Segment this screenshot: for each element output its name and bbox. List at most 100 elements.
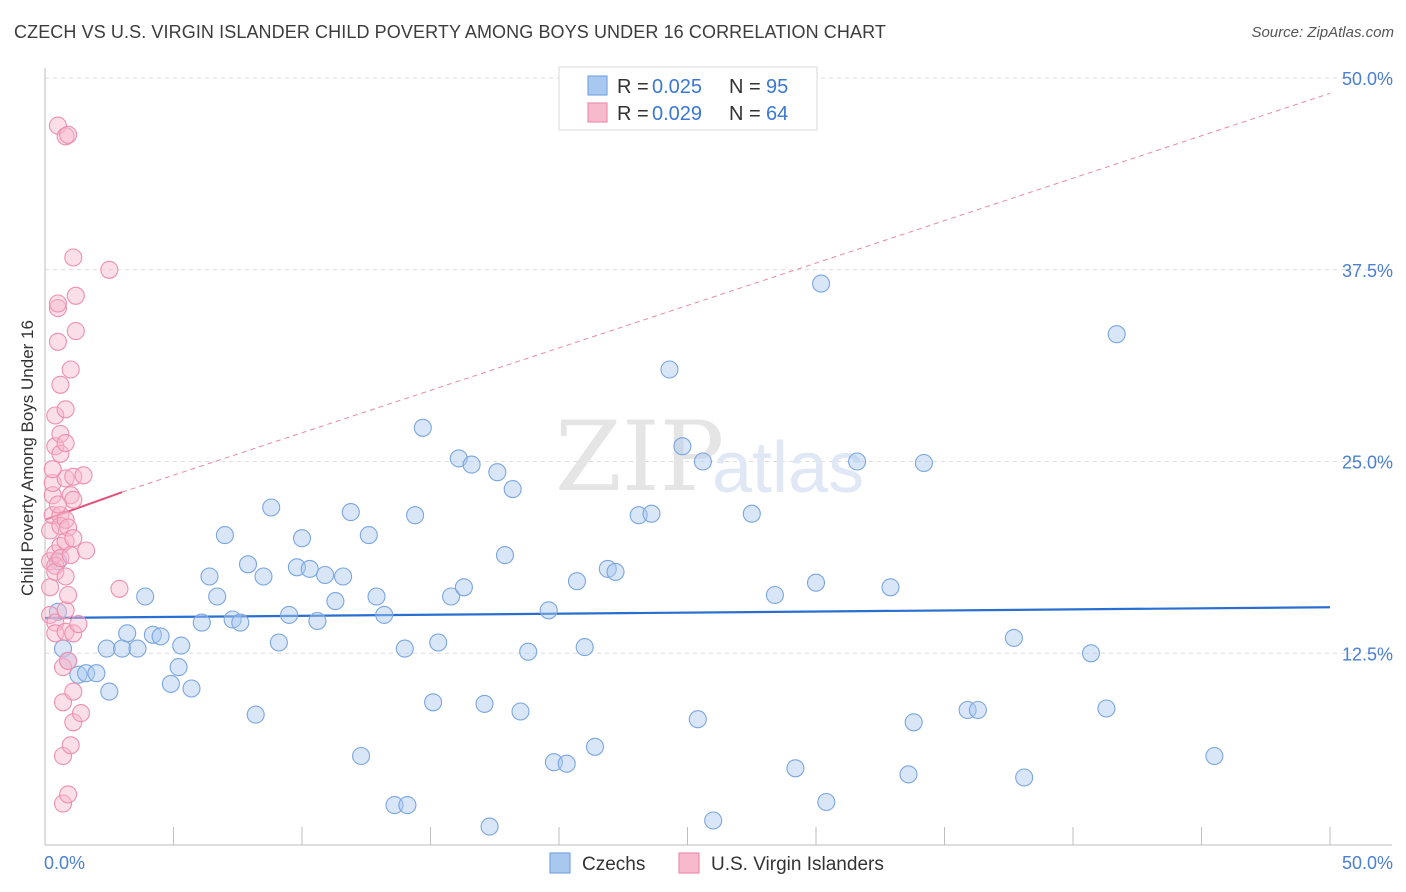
point-czechs-25 bbox=[238, 555, 258, 574]
point-czechs-14 bbox=[151, 627, 170, 646]
trend-lines bbox=[44, 92, 1331, 620]
point-virgin-islanders-47 bbox=[64, 248, 83, 267]
point-virgin-islanders-31 bbox=[56, 567, 75, 586]
legend-r-label-virgin-islanders: R = bbox=[617, 103, 649, 125]
point-virgin-islanders-42 bbox=[59, 785, 78, 804]
point-virgin-islanders-28 bbox=[53, 794, 73, 813]
legend-r-value-czechs: 0.025 bbox=[652, 76, 702, 98]
point-czechs-84 bbox=[899, 765, 918, 784]
point-virgin-islanders-62 bbox=[43, 460, 62, 479]
point-czechs-4 bbox=[69, 665, 88, 684]
point-czechs-81 bbox=[817, 792, 836, 812]
point-czechs-45 bbox=[398, 796, 417, 815]
point-czechs-79 bbox=[806, 573, 826, 592]
point-czechs-16 bbox=[169, 658, 188, 677]
point-czechs-27 bbox=[254, 567, 273, 586]
legend: R = 0.025 N = 95 R = 0.029 N = 64 bbox=[558, 66, 818, 131]
point-czechs-91 bbox=[1081, 644, 1101, 663]
point-virgin-islanders-63 bbox=[48, 495, 67, 514]
point-czechs-39 bbox=[352, 746, 371, 766]
point-czechs-22 bbox=[215, 526, 234, 545]
point-czechs-46 bbox=[406, 506, 425, 525]
point-czechs-34 bbox=[308, 611, 327, 631]
point-czechs-17 bbox=[172, 636, 191, 655]
point-czechs-58 bbox=[503, 480, 522, 499]
point-czechs-33 bbox=[300, 559, 319, 578]
point-czechs-9 bbox=[113, 639, 132, 658]
point-czechs-5 bbox=[77, 664, 96, 683]
point-czechs-7 bbox=[100, 682, 119, 701]
point-czechs-76 bbox=[742, 504, 761, 523]
point-czechs-49 bbox=[429, 633, 448, 652]
point-czechs-21 bbox=[208, 587, 227, 606]
point-virgin-islanders-39 bbox=[59, 518, 78, 537]
point-czechs-54 bbox=[475, 694, 494, 713]
point-czechs-82 bbox=[848, 452, 867, 471]
point-czechs-70 bbox=[642, 504, 661, 523]
point-virgin-islanders-35 bbox=[56, 434, 75, 453]
x-tick-label-1: 50.0% bbox=[1342, 853, 1393, 873]
bottom-legend-label-czechs: Czechs bbox=[582, 854, 645, 875]
point-czechs-86 bbox=[914, 453, 933, 473]
point-czechs-24 bbox=[231, 613, 250, 632]
point-czechs-29 bbox=[269, 633, 288, 652]
point-czechs-35 bbox=[316, 565, 335, 585]
point-virgin-islanders-43 bbox=[61, 736, 80, 755]
bottom-legend: Czechs U.S. Virgin Islanders bbox=[549, 852, 884, 875]
bottom-legend-swatch-virgin-islanders bbox=[678, 852, 700, 874]
point-virgin-islanders-9 bbox=[46, 562, 65, 581]
point-virgin-islanders-15 bbox=[48, 299, 67, 318]
point-czechs-28 bbox=[262, 498, 281, 517]
point-czechs-52 bbox=[454, 578, 473, 597]
trend-line-czechs bbox=[44, 606, 1331, 620]
point-czechs-92 bbox=[1097, 699, 1116, 718]
point-czechs-41 bbox=[367, 587, 386, 606]
tick-labels: 12.5% 25.0% 37.5% 50.0% 0.0% 50.0% bbox=[44, 69, 1393, 873]
point-virgin-islanders-59 bbox=[77, 541, 96, 560]
point-virgin-islanders-51 bbox=[64, 624, 83, 643]
point-virgin-islanders-18 bbox=[51, 444, 70, 463]
chart-title: CZECH VS U.S. VIRGIN ISLANDER CHILD POVE… bbox=[14, 22, 886, 42]
point-virgin-islanders-14 bbox=[48, 332, 67, 351]
point-czechs-15 bbox=[161, 674, 180, 693]
point-virgin-islanders-23 bbox=[51, 424, 70, 443]
point-virgin-islanders-13 bbox=[46, 406, 65, 425]
point-czechs-90 bbox=[1015, 768, 1034, 787]
point-czechs-10 bbox=[118, 624, 137, 643]
chart-source: Source: ZipAtlas.com bbox=[1251, 24, 1394, 41]
point-virgin-islanders-34 bbox=[56, 469, 75, 488]
point-czechs-13 bbox=[143, 625, 162, 644]
point-virgin-islanders-10 bbox=[46, 613, 65, 632]
point-czechs-44 bbox=[395, 639, 414, 658]
y-tick-label-0: 12.5% bbox=[1342, 644, 1393, 664]
point-czechs-30 bbox=[280, 605, 299, 624]
y-axis-label: Child Poverty Among Boys Under 16 bbox=[18, 320, 37, 596]
point-czechs-74 bbox=[693, 452, 712, 471]
legend-r-value-virgin-islanders: 0.029 bbox=[652, 103, 702, 125]
point-czechs-85 bbox=[904, 713, 923, 732]
point-virgin-islanders-3 bbox=[41, 521, 60, 540]
bottom-legend-swatch-czechs bbox=[549, 852, 571, 874]
point-czechs-60 bbox=[519, 642, 538, 661]
point-virgin-islanders-55 bbox=[66, 286, 85, 305]
point-czechs-71 bbox=[660, 360, 679, 379]
point-czechs-57 bbox=[495, 546, 515, 565]
gridlines bbox=[45, 77, 1392, 654]
point-virgin-islanders-38 bbox=[59, 125, 78, 144]
point-czechs-6 bbox=[87, 664, 106, 683]
point-czechs-11 bbox=[128, 639, 147, 658]
legend-n-value-virgin-islanders: 64 bbox=[766, 103, 788, 125]
point-virgin-islanders-1 bbox=[41, 578, 60, 597]
point-virgin-islanders-16 bbox=[48, 294, 67, 313]
point-czechs-89 bbox=[1004, 628, 1023, 647]
point-czechs-37 bbox=[334, 567, 353, 586]
legend-swatch-virgin-islanders bbox=[587, 102, 608, 123]
point-czechs-26 bbox=[246, 705, 265, 724]
point-czechs-63 bbox=[557, 754, 576, 773]
point-czechs-77 bbox=[765, 585, 784, 605]
point-virgin-islanders-58 bbox=[74, 466, 93, 485]
point-czechs-36 bbox=[326, 592, 345, 611]
point-czechs-43 bbox=[385, 796, 404, 815]
point-virgin-islanders-36 bbox=[56, 400, 75, 419]
y-tick-label-1: 25.0% bbox=[1342, 453, 1393, 473]
